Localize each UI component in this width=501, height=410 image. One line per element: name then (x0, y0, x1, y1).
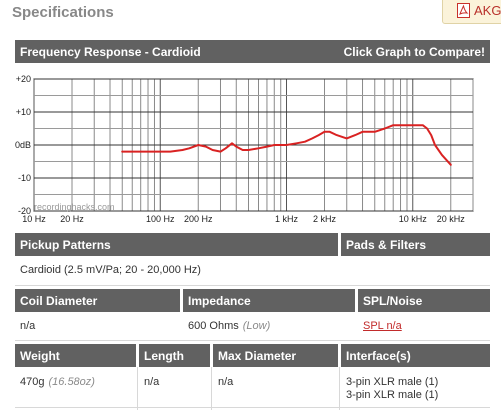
pdf-button[interactable]: AKG (442, 0, 501, 24)
graph-header[interactable]: Frequency Response - Cardioid Click Grap… (15, 40, 490, 63)
response-curve (121, 124, 452, 166)
spl-noise-header: SPL/Noise (358, 289, 490, 312)
x-tick-label: 1 kHz (275, 214, 299, 224)
compare-link[interactable]: Click Graph to Compare! (343, 44, 485, 59)
max-diameter-header: Max Diameter (213, 344, 338, 367)
y-tick-label: 0dB (15, 140, 31, 150)
pickup-patterns-value: Cardioid (2.5 mV/Pa; 20 - 20,000 Hz) (20, 264, 201, 276)
y-tick-label: -10 (18, 173, 31, 183)
length-label: Length (144, 348, 184, 363)
pickup-patterns-header: Pickup Patterns (15, 233, 338, 256)
frequency-response-graph[interactable]: +20 +10 0dB -10 -20 10 Hz 20 Hz 100 Hz 200 Hz 1 k… (15, 65, 490, 228)
impedance-ohms: 600 Ohms (188, 320, 239, 332)
x-tick-label: 20 Hz (60, 214, 84, 224)
max-diameter-value: n/a (218, 376, 234, 388)
x-tick-label: 20 kHz (437, 214, 466, 224)
y-tick-label: -20 (18, 206, 31, 216)
interface-item: 3-pin XLR male (1) (346, 389, 439, 401)
pdf-label: AKG (474, 2, 501, 18)
impedance-header: Impedance (183, 289, 355, 312)
x-tick-label: 10 kHz (399, 214, 428, 224)
x-tick-label: 2 kHz (313, 214, 337, 224)
weight-label: Weight (20, 348, 60, 363)
y-tick-label: +20 (16, 74, 31, 84)
divider (15, 340, 490, 341)
x-tick-label: 100 Hz (146, 214, 175, 224)
x-tick-label: 200 Hz (184, 214, 213, 224)
interfaces-header: Interface(s) (341, 344, 490, 367)
pdf-icon (457, 2, 470, 18)
divider (15, 407, 490, 408)
interfaces-value: 3-pin XLR male (1) 3-pin XLR male (1) (341, 375, 490, 403)
page-title: Specifications (12, 4, 114, 21)
length-value: n/a (144, 376, 160, 388)
spl-noise-label: SPL/Noise (363, 293, 423, 308)
spl-link[interactable]: SPL n/a (363, 320, 402, 332)
interfaces-label: Interface(s) (346, 348, 411, 363)
column-divider (339, 367, 340, 410)
weight-note: (16.58oz) (48, 376, 95, 388)
impedance-value: 600 Ohms (Low) (183, 316, 355, 336)
max-diameter-label: Max Diameter (218, 348, 297, 363)
coil-diameter-header: Coil Diameter (15, 289, 180, 312)
weight-grams: 470g (20, 376, 45, 388)
spl-value-cell: SPL n/a (358, 316, 490, 336)
divider (15, 285, 490, 286)
coil-diameter-value: n/a (20, 320, 36, 332)
pickup-patterns-label: Pickup Patterns (20, 237, 111, 252)
pads-filters-label: Pads & Filters (346, 237, 427, 252)
weight-header: Weight (15, 344, 136, 367)
impedance-label: Impedance (188, 293, 251, 308)
interface-item: 3-pin XLR male (1) (346, 376, 439, 388)
graph-title: Frequency Response - Cardioid (20, 44, 201, 59)
column-divider (137, 367, 138, 410)
impedance-note: (Low) (242, 320, 271, 332)
graph-watermark: recordinghacks.com (34, 202, 115, 212)
pads-filters-header: Pads & Filters (341, 233, 490, 256)
y-tick-label: +10 (16, 107, 31, 117)
column-divider (211, 367, 212, 410)
x-tick-label: 10 Hz (22, 214, 46, 224)
coil-diameter-label: Coil Diameter (20, 293, 98, 308)
length-header: Length (139, 344, 210, 367)
weight-value: 470g (16.58oz) (15, 372, 136, 392)
